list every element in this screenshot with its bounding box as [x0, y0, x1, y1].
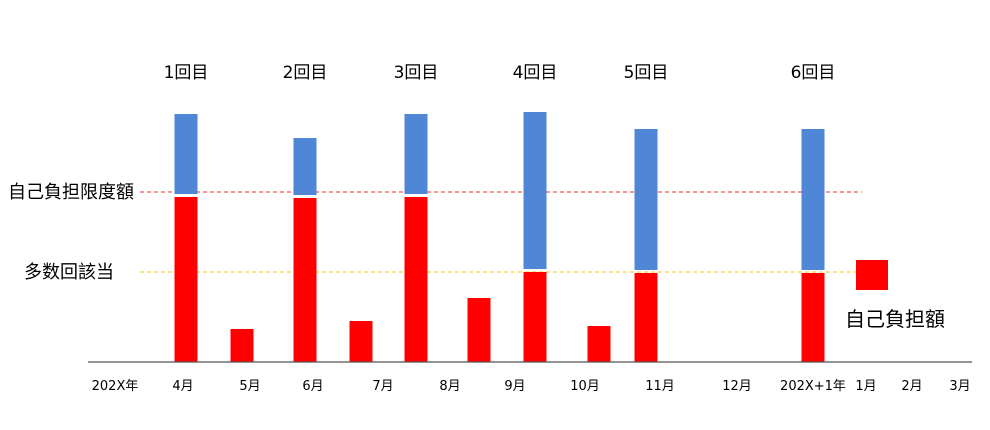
- x-tick-label: 5月: [239, 379, 260, 394]
- bar-self-pay: [801, 273, 825, 362]
- x-tick-label: 7月: [372, 379, 393, 394]
- x-tick-label: 8月: [439, 379, 460, 394]
- occurrence-label: 1回目: [164, 63, 209, 83]
- occurrence-label: 6回目: [791, 63, 836, 83]
- occurrence-label: 2回目: [283, 63, 328, 83]
- bar-self-pay: [523, 272, 547, 362]
- legend-swatch: [856, 260, 888, 290]
- x-tick-label: 12月: [722, 379, 752, 394]
- bar-self-pay: [349, 321, 373, 362]
- x-tick-label: 202X+1年: [780, 379, 846, 394]
- bar-self-pay: [230, 329, 254, 362]
- bar-self-pay: [293, 198, 317, 362]
- x-tick-label: 2月: [901, 379, 922, 394]
- bar-self-pay: [587, 326, 611, 362]
- bar-self-pay: [634, 273, 658, 362]
- bar-self-pay: [174, 197, 198, 362]
- x-tick-label: 3月: [949, 379, 970, 394]
- x-tick-label: 11月: [645, 379, 675, 394]
- x-tick-label: 1月: [855, 379, 876, 394]
- reference-line-label: 自己負担限度額: [8, 182, 134, 203]
- bar-excess: [174, 114, 198, 194]
- occurrence-label: 5回目: [624, 63, 669, 83]
- bar-self-pay: [404, 197, 428, 362]
- x-tick-label: 10月: [570, 379, 600, 394]
- bar-excess: [404, 114, 428, 194]
- x-tick-label: 202X年: [92, 379, 139, 394]
- x-tick-label: 9月: [504, 379, 525, 394]
- bar-excess: [801, 129, 825, 270]
- bar-self-pay: [467, 298, 491, 362]
- legend-label: 自己負担額: [845, 307, 945, 331]
- reference-line-label: 多数回該当: [24, 262, 114, 283]
- occurrence-label: 3回目: [394, 63, 439, 83]
- bar-excess: [293, 138, 317, 195]
- x-tick-label: 4月: [172, 379, 193, 394]
- bar-excess: [634, 129, 658, 270]
- x-tick-label: 6月: [302, 379, 323, 394]
- occurrence-label: 4回目: [513, 63, 558, 83]
- bar-excess: [523, 112, 547, 269]
